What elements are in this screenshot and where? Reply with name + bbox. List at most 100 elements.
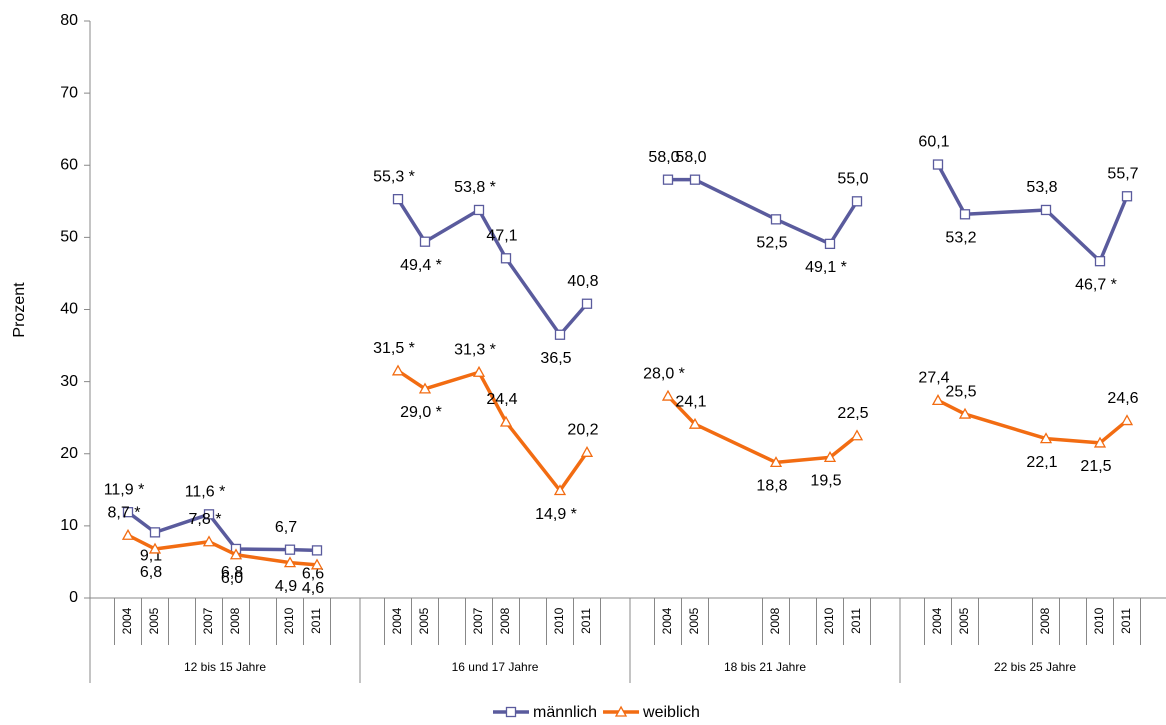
x-tick-label: 2004	[120, 607, 134, 634]
data-label: 4,6	[302, 580, 324, 597]
legend-marker	[614, 705, 628, 717]
data-label: 11,9 *	[104, 481, 145, 498]
x-tick-label: 2010	[282, 607, 296, 634]
marker	[472, 365, 486, 377]
data-label: 18,8	[756, 478, 787, 495]
marker	[553, 484, 567, 496]
marker	[392, 193, 404, 205]
x-tick-label: 2011	[309, 608, 323, 634]
x-tick-label: 2008	[228, 607, 242, 634]
y-tick-label: 80	[60, 12, 78, 29]
data-label: 21,5	[1080, 458, 1111, 475]
data-label: 6,7	[275, 519, 297, 536]
x-tick-label: 2008	[498, 607, 512, 634]
data-label: 49,1 *	[805, 259, 847, 276]
data-label: 60,1	[918, 134, 949, 151]
marker	[850, 429, 864, 441]
x-tick-label: 2007	[471, 607, 485, 634]
data-label: 53,8	[1026, 179, 1057, 196]
marker	[580, 445, 594, 457]
data-label: 24,1	[675, 393, 706, 410]
marker	[688, 417, 702, 429]
y-tick-label: 70	[60, 84, 78, 101]
data-label: 6,0	[221, 570, 243, 587]
y-tick-label: 20	[60, 445, 78, 462]
legend-label: männlich	[533, 704, 597, 721]
marker	[148, 542, 162, 554]
data-label: 29,0 *	[400, 404, 442, 421]
marker	[310, 558, 324, 570]
marker	[1094, 256, 1106, 267]
group-label: 16 und 17 Jahre	[452, 660, 539, 674]
marker	[283, 556, 297, 568]
data-label: 24,4	[486, 391, 517, 408]
data-label: 6,6	[302, 566, 324, 583]
x-tick-label: 2011	[579, 608, 593, 634]
x-tick-label: 2005	[957, 607, 971, 634]
x-tick-label: 2007	[201, 607, 215, 634]
data-label: 20,2	[567, 422, 598, 439]
x-tick-label: 2010	[552, 607, 566, 634]
marker	[1093, 436, 1107, 448]
x-tick-label: 2005	[687, 607, 701, 634]
data-label: 46,7 *	[1075, 276, 1117, 293]
marker	[284, 544, 296, 555]
data-label: 24,6	[1107, 390, 1138, 407]
marker	[770, 214, 782, 225]
marker	[121, 528, 135, 540]
marker	[662, 174, 674, 185]
marker	[149, 527, 161, 538]
data-label: 52,5	[756, 235, 787, 252]
marker	[1039, 432, 1053, 444]
marker	[229, 548, 243, 560]
x-tick-label: 2005	[147, 607, 161, 634]
marker	[689, 174, 701, 185]
marker	[958, 407, 972, 419]
marker	[769, 456, 783, 468]
data-label: 53,2	[945, 230, 976, 247]
data-label: 36,5	[540, 350, 571, 367]
x-tick-label: 2004	[930, 607, 944, 634]
data-label: 28,0 *	[643, 365, 685, 382]
x-tick-label: 2010	[822, 607, 836, 634]
marker	[500, 253, 512, 264]
data-label: 19,5	[810, 473, 841, 490]
data-label: 14,9 *	[535, 506, 577, 523]
y-tick-label: 40	[60, 301, 78, 318]
marker	[554, 329, 566, 340]
marker	[499, 415, 513, 427]
data-label: 58,0	[648, 149, 679, 166]
marker	[932, 159, 944, 170]
x-tick-label: 2010	[1092, 607, 1106, 634]
marker	[122, 507, 134, 518]
legend-label: weiblich	[642, 704, 700, 721]
data-label: 53,8 *	[454, 179, 496, 196]
data-label: 22,5	[837, 405, 868, 422]
x-tick-label: 2011	[849, 608, 863, 634]
marker	[391, 364, 405, 376]
data-label: 55,0	[837, 171, 868, 188]
marker	[851, 196, 863, 207]
legend-marker	[505, 706, 517, 718]
data-label: 7,8 *	[189, 511, 222, 528]
marker	[311, 545, 323, 556]
series-line	[937, 398, 1129, 445]
marker	[661, 389, 675, 401]
marker	[419, 236, 431, 247]
y-tick-label: 50	[60, 229, 78, 246]
data-label: 58,0	[675, 149, 706, 166]
x-tick-label: 2008	[1038, 607, 1052, 634]
marker	[824, 238, 836, 250]
marker	[931, 394, 945, 406]
marker	[1120, 414, 1134, 426]
x-tick-label: 2004	[660, 607, 674, 634]
marker	[473, 204, 485, 216]
series-line	[397, 369, 589, 493]
data-label: 6,8	[221, 564, 243, 581]
data-label: 25,5	[945, 383, 976, 400]
y-tick-label: 0	[69, 589, 78, 606]
data-label: 40,8	[567, 273, 598, 290]
data-label: 4,9	[275, 578, 297, 595]
data-label: 6,8	[140, 564, 162, 581]
